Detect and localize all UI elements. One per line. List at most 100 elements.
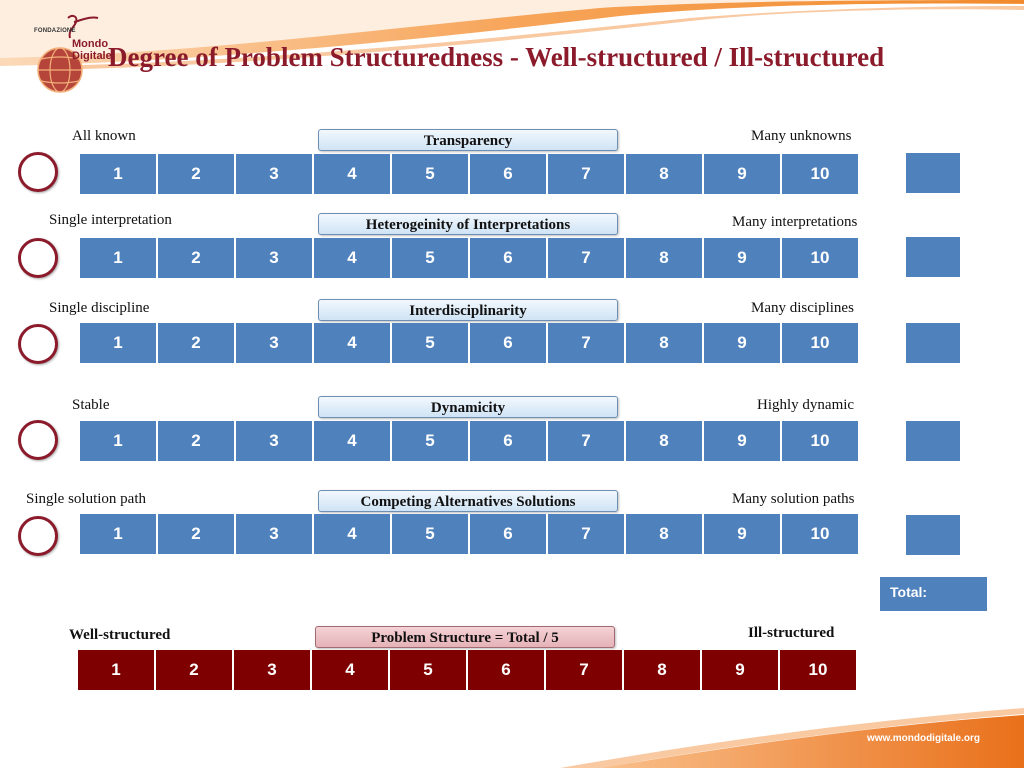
scale-cell[interactable]: 7 (548, 421, 626, 461)
logo-name: Mondo Digitale (72, 38, 112, 62)
scale-cell[interactable]: 4 (312, 650, 390, 690)
row-3-left-label: Single discipline (49, 300, 150, 316)
summary-scale: 1 2 3 4 5 6 7 8 9 10 (78, 650, 856, 690)
scale-cell[interactable]: 6 (468, 650, 546, 690)
globe-logo-icon (37, 14, 99, 93)
scale-cell[interactable]: 9 (704, 154, 782, 194)
row-3-select-circle[interactable] (18, 324, 58, 364)
scale-cell[interactable]: 8 (626, 154, 704, 194)
scale-cell[interactable]: 10 (782, 238, 858, 278)
scale-cell[interactable]: 8 (626, 421, 704, 461)
scale-cell[interactable]: 5 (392, 421, 470, 461)
scale-cell[interactable]: 5 (392, 238, 470, 278)
scale-cell[interactable]: 6 (470, 514, 548, 554)
row-4-left-label: Stable (72, 397, 110, 413)
scale-cell[interactable]: 4 (314, 323, 392, 363)
scale-cell[interactable]: 6 (470, 154, 548, 194)
row-4-caption: Dynamicity (318, 396, 618, 418)
row-4-scale: 1 2 3 4 5 6 7 8 9 10 (80, 421, 858, 461)
scale-cell[interactable]: 9 (702, 650, 780, 690)
row-2-score-box[interactable] (906, 237, 960, 277)
scale-cell[interactable]: 10 (782, 421, 858, 461)
scale-cell[interactable]: 2 (158, 421, 236, 461)
summary-right-label: Ill-structured (748, 625, 835, 641)
scale-cell[interactable]: 7 (546, 650, 624, 690)
row-5-right-label: Many solution paths (732, 491, 855, 507)
row-5-select-circle[interactable] (18, 516, 58, 556)
scale-cell[interactable]: 8 (626, 323, 704, 363)
scale-cell[interactable]: 9 (704, 421, 782, 461)
row-2-left-label: Single interpretation (49, 212, 172, 228)
scale-cell[interactable]: 7 (548, 154, 626, 194)
scale-cell[interactable]: 7 (548, 514, 626, 554)
scale-cell[interactable]: 6 (470, 238, 548, 278)
row-3-caption: Interdisciplinarity (318, 299, 618, 321)
summary-left-label: Well-structured (69, 627, 171, 643)
row-1-right-label: Many unknowns (751, 128, 852, 144)
scale-cell[interactable]: 3 (234, 650, 312, 690)
scale-cell[interactable]: 3 (236, 154, 314, 194)
logo-fondazione: FONDAZIONE (34, 28, 76, 34)
scale-cell[interactable]: 2 (158, 514, 236, 554)
row-1-scale: 1 2 3 4 5 6 7 8 9 10 (80, 154, 858, 194)
row-1-caption: Transparency (318, 129, 618, 151)
scale-cell[interactable]: 10 (782, 514, 858, 554)
scale-cell[interactable]: 2 (156, 650, 234, 690)
row-3-scale: 1 2 3 4 5 6 7 8 9 10 (80, 323, 858, 363)
scale-cell[interactable]: 5 (392, 514, 470, 554)
scale-cell[interactable]: 8 (624, 650, 702, 690)
scale-cell[interactable]: 4 (314, 514, 392, 554)
scale-cell[interactable]: 1 (80, 421, 158, 461)
scale-cell[interactable]: 9 (704, 514, 782, 554)
row-4-score-box[interactable] (906, 421, 960, 461)
scale-cell[interactable]: 1 (80, 154, 158, 194)
row-5-caption: Competing Alternatives Solutions (318, 490, 618, 512)
scale-cell[interactable]: 10 (782, 154, 858, 194)
row-5-scale: 1 2 3 4 5 6 7 8 9 10 (80, 514, 858, 554)
row-1-left-label: All known (72, 128, 136, 144)
scale-cell[interactable]: 9 (704, 323, 782, 363)
scale-cell[interactable]: 3 (236, 238, 314, 278)
row-2-scale: 1 2 3 4 5 6 7 8 9 10 (80, 238, 858, 278)
row-1-select-circle[interactable] (18, 152, 58, 192)
total-box[interactable]: Total: (880, 577, 987, 611)
scale-cell[interactable]: 1 (80, 238, 158, 278)
scale-cell[interactable]: 7 (548, 238, 626, 278)
scale-cell[interactable]: 6 (470, 421, 548, 461)
row-3-score-box[interactable] (906, 323, 960, 363)
scale-cell[interactable]: 9 (704, 238, 782, 278)
scale-cell[interactable]: 6 (470, 323, 548, 363)
scale-cell[interactable]: 3 (236, 323, 314, 363)
scale-cell[interactable]: 2 (158, 323, 236, 363)
scale-cell[interactable]: 4 (314, 421, 392, 461)
row-4-select-circle[interactable] (18, 420, 58, 460)
scale-cell[interactable]: 5 (392, 323, 470, 363)
scale-cell[interactable]: 1 (78, 650, 156, 690)
row-2-select-circle[interactable] (18, 238, 58, 278)
row-3-right-label: Many disciplines (751, 300, 854, 316)
row-1-score-box[interactable] (906, 153, 960, 193)
scale-cell[interactable]: 7 (548, 323, 626, 363)
scale-cell[interactable]: 2 (158, 238, 236, 278)
scale-cell[interactable]: 4 (314, 238, 392, 278)
scale-cell[interactable]: 3 (236, 514, 314, 554)
row-5-left-label: Single solution path (26, 491, 146, 507)
scale-cell[interactable]: 8 (626, 514, 704, 554)
scale-cell[interactable]: 5 (392, 154, 470, 194)
page-title: Degree of Problem Structuredness - Well-… (108, 42, 885, 72)
row-4-right-label: Highly dynamic (757, 397, 855, 413)
scale-cell[interactable]: 2 (158, 154, 236, 194)
logo: FONDAZIONE Mondo Digitale (28, 12, 128, 98)
scale-cell[interactable]: 4 (314, 154, 392, 194)
scale-cell[interactable]: 10 (782, 323, 858, 363)
scale-cell[interactable]: 1 (80, 323, 158, 363)
scale-cell[interactable]: 5 (390, 650, 468, 690)
scale-cell[interactable]: 10 (780, 650, 856, 690)
scale-cell[interactable]: 8 (626, 238, 704, 278)
row-5-score-box[interactable] (906, 515, 960, 555)
row-2-caption: Heterogeinity of Interpretations (318, 213, 618, 235)
summary-caption: Problem Structure = Total / 5 (315, 626, 615, 648)
scale-cell[interactable]: 3 (236, 421, 314, 461)
row-2-right-label: Many interpretations (732, 214, 858, 230)
scale-cell[interactable]: 1 (80, 514, 158, 554)
